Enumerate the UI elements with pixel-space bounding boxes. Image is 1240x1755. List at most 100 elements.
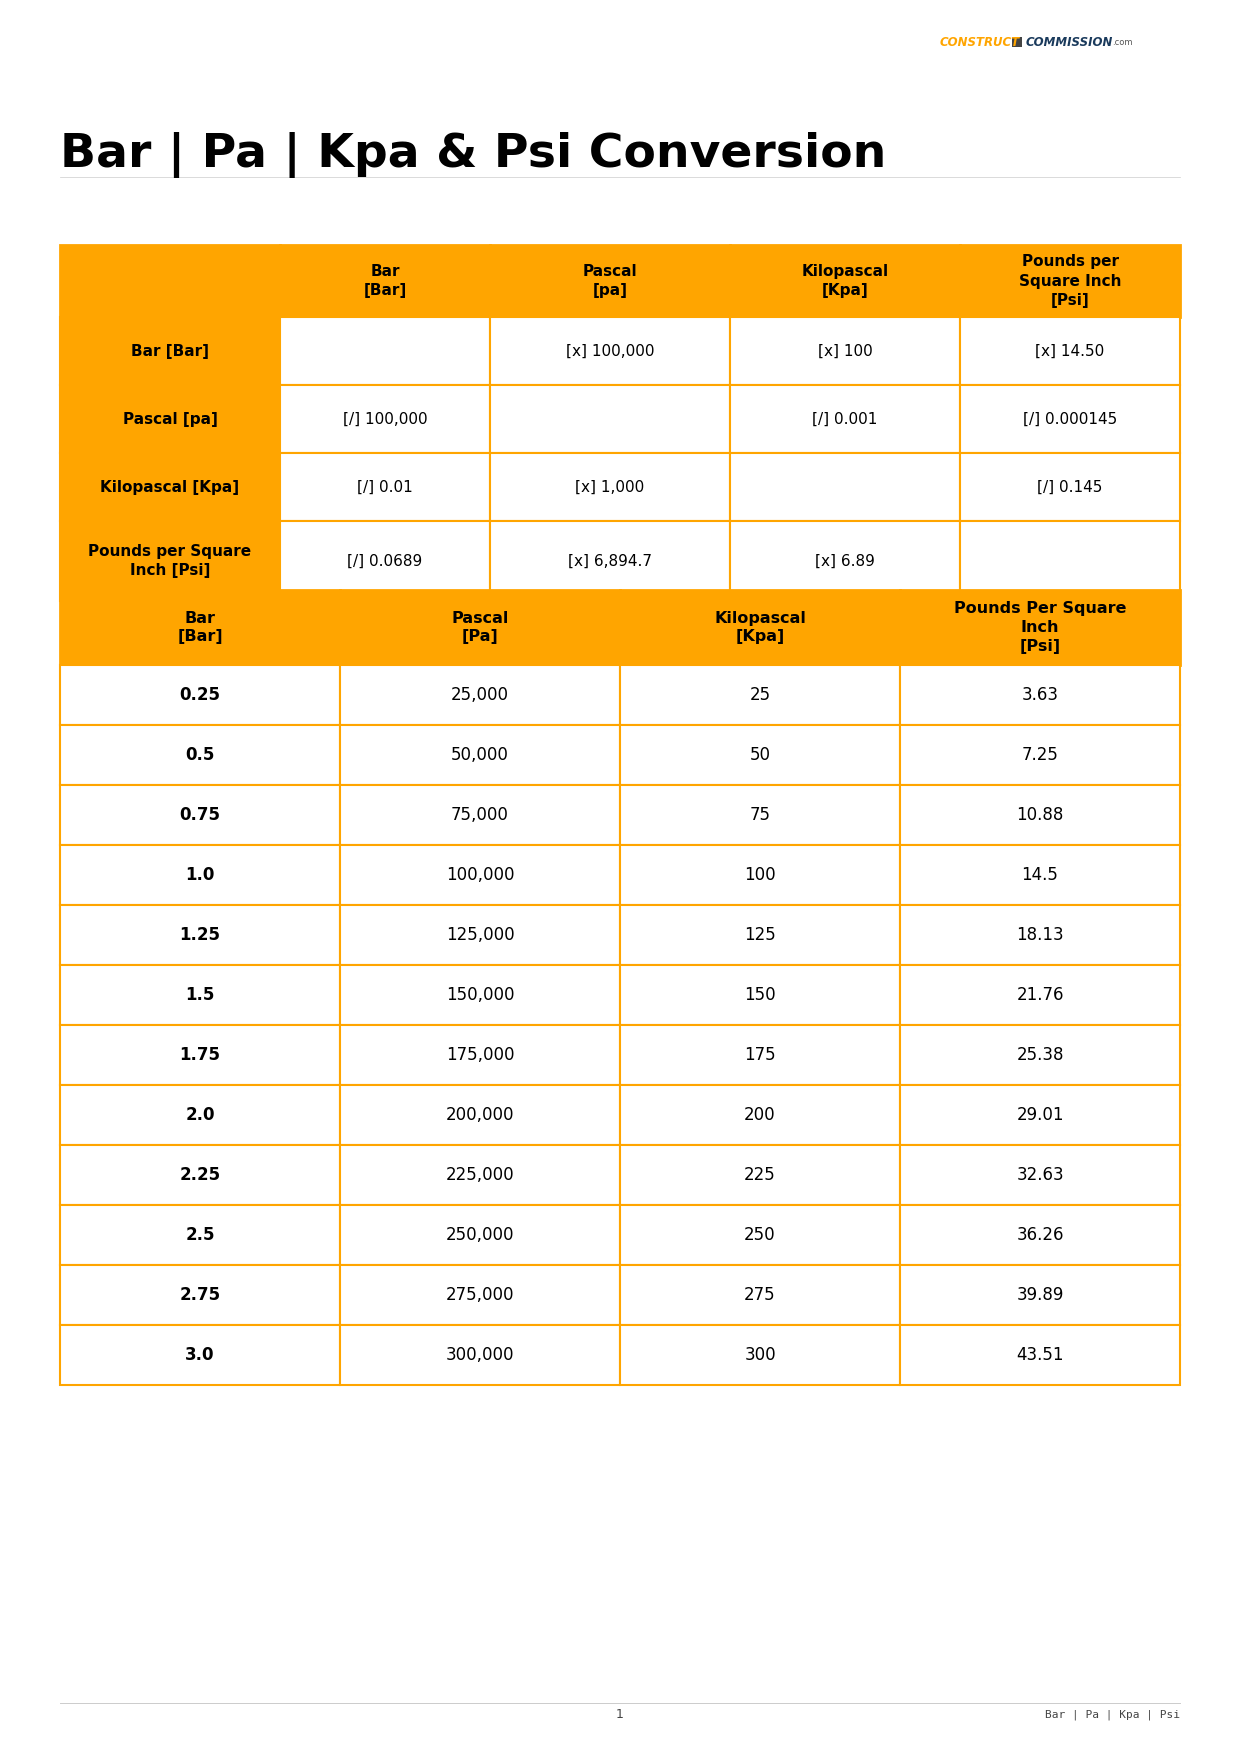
Text: 175,000: 175,000 (445, 1046, 515, 1064)
FancyBboxPatch shape (730, 384, 960, 453)
Text: 100: 100 (744, 865, 776, 885)
Text: [/] 0.001: [/] 0.001 (812, 411, 878, 426)
Text: 200,000: 200,000 (445, 1106, 515, 1123)
Text: 3.63: 3.63 (1022, 686, 1059, 704)
FancyBboxPatch shape (730, 521, 960, 600)
FancyBboxPatch shape (60, 1025, 340, 1085)
Text: 2.75: 2.75 (180, 1286, 221, 1304)
Text: 7.25: 7.25 (1022, 746, 1059, 763)
Text: Pascal
[pa]: Pascal [pa] (583, 263, 637, 298)
FancyBboxPatch shape (960, 453, 1180, 521)
FancyBboxPatch shape (60, 590, 340, 665)
Text: 75: 75 (749, 806, 770, 825)
FancyBboxPatch shape (620, 725, 900, 784)
Text: 25,000: 25,000 (451, 686, 508, 704)
Text: 250: 250 (744, 1227, 776, 1244)
Text: [/] 0.000145: [/] 0.000145 (1023, 411, 1117, 426)
Text: 25.38: 25.38 (1017, 1046, 1064, 1064)
Text: [x] 1,000: [x] 1,000 (575, 479, 645, 495)
Text: Bar | Pa | Kpa | Psi: Bar | Pa | Kpa | Psi (1045, 1709, 1180, 1720)
FancyBboxPatch shape (340, 844, 620, 906)
FancyBboxPatch shape (340, 906, 620, 965)
Text: 225,000: 225,000 (445, 1165, 515, 1185)
Text: 1.0: 1.0 (185, 865, 215, 885)
FancyBboxPatch shape (60, 784, 340, 844)
FancyBboxPatch shape (620, 1085, 900, 1144)
Text: [/] 0.01: [/] 0.01 (357, 479, 413, 495)
FancyBboxPatch shape (490, 453, 730, 521)
Text: 32.63: 32.63 (1017, 1165, 1064, 1185)
Text: 200: 200 (744, 1106, 776, 1123)
Text: Bar [Bar]: Bar [Bar] (131, 344, 210, 358)
Text: 25: 25 (749, 686, 770, 704)
Text: [x] 14.50: [x] 14.50 (1035, 344, 1105, 358)
Text: 0.5: 0.5 (185, 746, 215, 763)
FancyBboxPatch shape (60, 665, 340, 725)
FancyBboxPatch shape (340, 1325, 620, 1385)
Text: Pounds Per Square
Inch
[Psi]: Pounds Per Square Inch [Psi] (954, 602, 1126, 653)
FancyBboxPatch shape (900, 784, 1180, 844)
FancyBboxPatch shape (280, 246, 490, 318)
FancyBboxPatch shape (620, 665, 900, 725)
Text: [/] 0.145: [/] 0.145 (1038, 479, 1102, 495)
FancyBboxPatch shape (490, 521, 730, 600)
FancyBboxPatch shape (620, 1206, 900, 1265)
Text: 2.25: 2.25 (180, 1165, 221, 1185)
FancyBboxPatch shape (900, 665, 1180, 725)
FancyBboxPatch shape (340, 1025, 620, 1085)
FancyBboxPatch shape (60, 1206, 340, 1265)
FancyBboxPatch shape (280, 318, 490, 384)
Text: 29.01: 29.01 (1017, 1106, 1064, 1123)
FancyBboxPatch shape (60, 725, 340, 784)
Text: 50,000: 50,000 (451, 746, 508, 763)
FancyBboxPatch shape (620, 844, 900, 906)
Text: 300: 300 (744, 1346, 776, 1364)
FancyBboxPatch shape (900, 590, 1180, 665)
Text: Pascal [pa]: Pascal [pa] (123, 411, 217, 426)
Text: 10.88: 10.88 (1017, 806, 1064, 825)
Text: 2.5: 2.5 (185, 1227, 215, 1244)
FancyBboxPatch shape (960, 384, 1180, 453)
Text: COMMISSION: COMMISSION (1025, 35, 1114, 49)
FancyBboxPatch shape (60, 1144, 340, 1206)
FancyBboxPatch shape (490, 384, 730, 453)
FancyBboxPatch shape (730, 453, 960, 521)
Text: 2.0: 2.0 (185, 1106, 215, 1123)
FancyBboxPatch shape (900, 725, 1180, 784)
Text: Pascal
[Pa]: Pascal [Pa] (451, 611, 508, 644)
Text: [x] 6.89: [x] 6.89 (815, 553, 875, 569)
Text: 275,000: 275,000 (445, 1286, 515, 1304)
Text: Pounds per
Square Inch
[Psi]: Pounds per Square Inch [Psi] (1019, 254, 1121, 309)
FancyBboxPatch shape (60, 1325, 340, 1385)
FancyBboxPatch shape (620, 1025, 900, 1085)
FancyBboxPatch shape (900, 1206, 1180, 1265)
Text: Kilopascal
[Kpa]: Kilopascal [Kpa] (801, 263, 889, 298)
Text: Bar | Pa | Kpa & Psi Conversion: Bar | Pa | Kpa & Psi Conversion (60, 132, 887, 177)
Text: [x] 100,000: [x] 100,000 (565, 344, 655, 358)
FancyBboxPatch shape (900, 965, 1180, 1025)
FancyBboxPatch shape (730, 246, 960, 318)
FancyBboxPatch shape (60, 318, 280, 384)
FancyBboxPatch shape (960, 318, 1180, 384)
FancyBboxPatch shape (900, 906, 1180, 965)
FancyBboxPatch shape (620, 590, 900, 665)
Text: 150,000: 150,000 (445, 986, 515, 1004)
Text: Kilopascal
[Kpa]: Kilopascal [Kpa] (714, 611, 806, 644)
Text: 100,000: 100,000 (445, 865, 515, 885)
Text: CONSTRUCT: CONSTRUCT (940, 35, 1021, 49)
Text: Bar
[Bar]: Bar [Bar] (177, 611, 223, 644)
Text: 0.25: 0.25 (180, 686, 221, 704)
FancyBboxPatch shape (620, 1325, 900, 1385)
FancyBboxPatch shape (60, 1085, 340, 1144)
Text: 3.0: 3.0 (185, 1346, 215, 1364)
Text: 1.75: 1.75 (180, 1046, 221, 1064)
FancyBboxPatch shape (60, 453, 280, 521)
Text: 75,000: 75,000 (451, 806, 508, 825)
FancyBboxPatch shape (60, 384, 280, 453)
FancyBboxPatch shape (340, 1206, 620, 1265)
Text: Pounds per Square
Inch [Psi]: Pounds per Square Inch [Psi] (88, 544, 252, 577)
Text: Kilopascal [Kpa]: Kilopascal [Kpa] (100, 479, 239, 495)
FancyBboxPatch shape (340, 590, 620, 665)
FancyBboxPatch shape (900, 1025, 1180, 1085)
FancyBboxPatch shape (60, 965, 340, 1025)
